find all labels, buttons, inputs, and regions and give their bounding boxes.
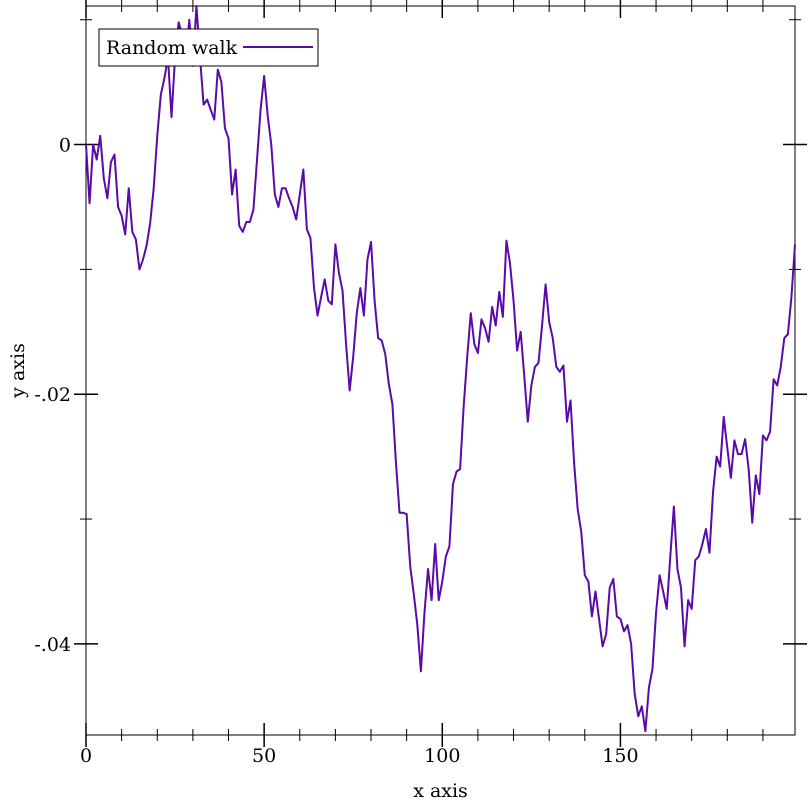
y-tick-label: 0 (59, 135, 71, 157)
x-axis-label: x axis (413, 780, 468, 802)
legend: Random walk (98, 28, 319, 67)
x-tick-label: 50 (252, 745, 276, 767)
axis-ticks (74, 0, 807, 747)
y-tick-label: -.04 (34, 634, 71, 656)
series-layer (85, 5, 796, 733)
x-tick-label: 0 (80, 745, 92, 767)
y-axis-label: y axis (7, 343, 29, 399)
plot-frame (85, 5, 796, 736)
x-tick-label: 150 (602, 745, 638, 767)
y-tick-label: -.02 (34, 384, 71, 406)
axis-tick-labels: 0 50 100 150 0 -.02 -.04 (34, 135, 638, 767)
x-tick-label: 100 (424, 745, 460, 767)
series-line (85, 5, 796, 733)
legend-label: Random walk (106, 37, 238, 59)
